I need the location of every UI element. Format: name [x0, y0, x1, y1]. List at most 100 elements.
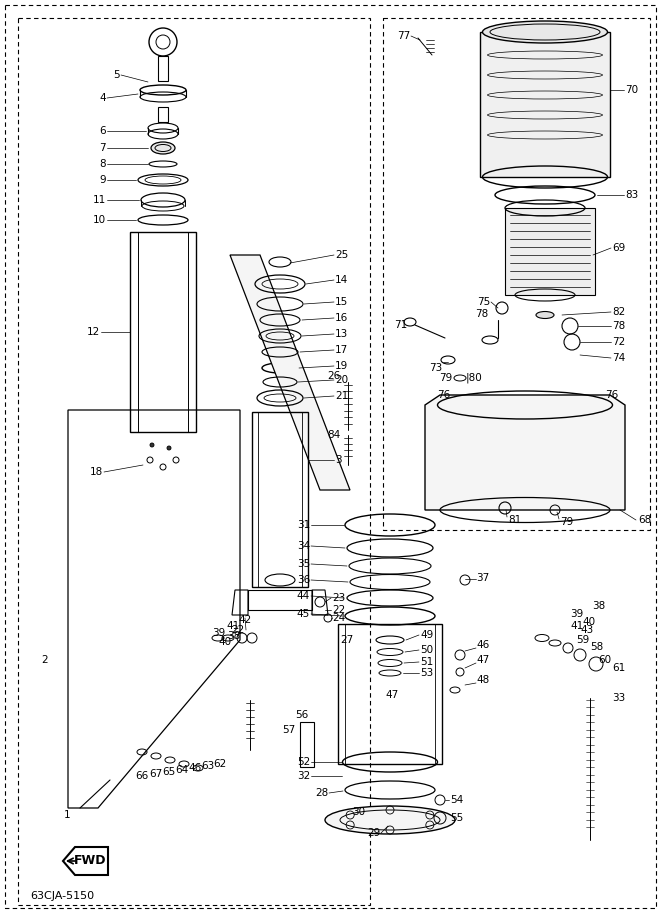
- Text: 67: 67: [149, 769, 163, 779]
- Text: 47: 47: [476, 655, 489, 665]
- Text: 62: 62: [214, 759, 227, 769]
- Text: 2: 2: [42, 655, 48, 665]
- Text: 45: 45: [297, 609, 310, 619]
- Text: FWD: FWD: [74, 855, 106, 867]
- Text: |80: |80: [466, 373, 483, 383]
- Text: 31: 31: [297, 520, 310, 530]
- Text: 77: 77: [397, 31, 410, 41]
- Text: 71: 71: [394, 320, 407, 330]
- Bar: [480, 32, 610, 177]
- Text: 36: 36: [297, 575, 310, 585]
- Polygon shape: [230, 255, 350, 490]
- Text: 73: 73: [429, 363, 442, 373]
- Text: 38: 38: [592, 601, 605, 611]
- Text: 68: 68: [638, 515, 651, 525]
- Text: 65: 65: [163, 767, 176, 777]
- Text: 18: 18: [90, 467, 103, 477]
- Text: 14: 14: [335, 275, 348, 285]
- Text: 37: 37: [476, 573, 489, 583]
- Text: 40: 40: [582, 617, 595, 627]
- Circle shape: [150, 443, 154, 447]
- Text: 42: 42: [239, 615, 252, 625]
- Text: 81: 81: [508, 515, 522, 525]
- Text: 40: 40: [219, 637, 232, 647]
- Text: 29: 29: [367, 828, 380, 838]
- Circle shape: [167, 446, 171, 450]
- Text: 59: 59: [576, 635, 589, 645]
- Text: 84: 84: [327, 430, 340, 440]
- Ellipse shape: [325, 806, 455, 834]
- Text: 19: 19: [335, 361, 348, 371]
- Polygon shape: [505, 208, 595, 295]
- Text: 13: 13: [335, 329, 348, 339]
- Text: 47: 47: [385, 690, 398, 700]
- Bar: [130, 232, 196, 432]
- Text: 22: 22: [232, 625, 245, 635]
- Text: 20: 20: [335, 375, 348, 385]
- Text: 50: 50: [420, 645, 433, 655]
- Text: 52: 52: [297, 757, 310, 767]
- Text: 70: 70: [625, 85, 638, 95]
- Bar: [383, 18, 650, 530]
- Text: 69: 69: [612, 243, 625, 253]
- Text: 8: 8: [99, 159, 106, 169]
- Text: 11: 11: [93, 195, 106, 205]
- Text: 23: 23: [332, 593, 345, 603]
- Text: 3: 3: [335, 455, 342, 465]
- Bar: [345, 624, 435, 764]
- Text: 78: 78: [612, 321, 625, 331]
- Text: 76: 76: [605, 390, 618, 400]
- Text: 27: 27: [340, 635, 353, 645]
- Text: 46: 46: [476, 640, 489, 650]
- Bar: [248, 590, 312, 610]
- Text: 7: 7: [99, 143, 106, 153]
- Text: 39: 39: [212, 628, 225, 638]
- Text: 49: 49: [420, 630, 433, 640]
- Text: 76: 76: [437, 390, 450, 400]
- Text: 72: 72: [612, 337, 625, 347]
- Bar: [300, 722, 314, 767]
- Text: 60: 60: [598, 655, 611, 665]
- Bar: [138, 232, 188, 432]
- Bar: [258, 412, 302, 587]
- Polygon shape: [425, 395, 625, 510]
- Text: 17: 17: [335, 345, 348, 355]
- Text: 83: 83: [625, 190, 639, 200]
- Text: 9: 9: [99, 175, 106, 185]
- Text: 41: 41: [570, 621, 583, 631]
- Text: 48: 48: [476, 675, 489, 685]
- Text: 15: 15: [335, 297, 348, 307]
- Text: 35: 35: [297, 559, 310, 569]
- Bar: [18, 18, 370, 905]
- Text: 56: 56: [295, 710, 308, 720]
- Text: 6: 6: [99, 126, 106, 136]
- Text: 44: 44: [297, 591, 310, 601]
- Text: 33: 33: [612, 693, 625, 703]
- Text: 63: 63: [202, 761, 215, 771]
- Text: 58: 58: [590, 642, 603, 652]
- Text: 57: 57: [282, 725, 295, 735]
- Text: 79: 79: [560, 517, 573, 527]
- Text: 53: 53: [420, 668, 433, 678]
- Text: 75: 75: [477, 297, 490, 307]
- Text: 30: 30: [352, 807, 365, 817]
- Text: 26: 26: [327, 371, 340, 381]
- Text: 64: 64: [175, 765, 188, 775]
- Ellipse shape: [536, 311, 554, 319]
- Text: 21: 21: [335, 391, 348, 401]
- Text: 25: 25: [335, 250, 348, 260]
- Text: 46: 46: [188, 763, 202, 773]
- Text: 22: 22: [332, 605, 345, 615]
- Text: 54: 54: [450, 795, 463, 805]
- Ellipse shape: [483, 21, 607, 43]
- Ellipse shape: [151, 142, 175, 154]
- Text: 79: 79: [439, 373, 452, 383]
- Text: 12: 12: [87, 327, 100, 337]
- Text: 51: 51: [420, 657, 433, 667]
- Text: 1: 1: [63, 810, 70, 820]
- Text: 5: 5: [114, 70, 120, 80]
- Text: 41: 41: [227, 621, 240, 631]
- Text: 10: 10: [93, 215, 106, 225]
- Text: 55: 55: [450, 813, 463, 823]
- Text: 43: 43: [580, 625, 594, 635]
